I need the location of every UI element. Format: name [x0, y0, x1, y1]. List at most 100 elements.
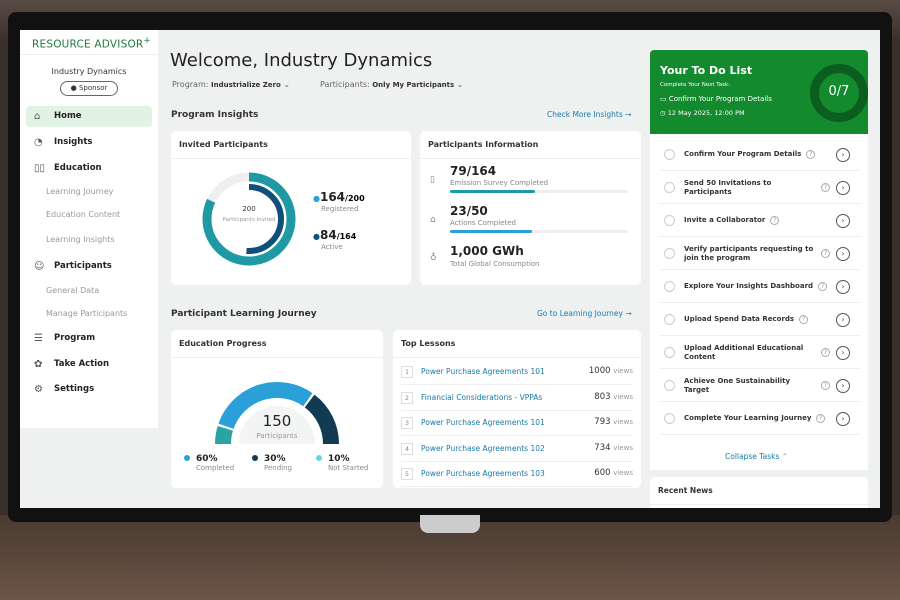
- task-label: Verify participants requesting to join t…: [684, 244, 814, 262]
- chevron-right-circle-icon[interactable]: ›: [836, 214, 850, 228]
- task-checkbox[interactable]: [664, 215, 675, 226]
- help-icon[interactable]: ?: [821, 183, 830, 192]
- monitor-stand: [420, 515, 480, 533]
- task-checkbox[interactable]: [664, 149, 675, 160]
- role-label: Sponsor: [78, 84, 108, 92]
- lesson-row[interactable]: 2 Financial Considerations - VPPAs 803 vie…: [401, 386, 633, 411]
- todo-task[interactable]: Send 50 Invitations to Participants? ›: [660, 171, 860, 204]
- chevron-right-circle-icon[interactable]: ›: [836, 280, 850, 294]
- lesson-row[interactable]: 5 Power Purchase Agreements 103 600 views: [401, 462, 633, 487]
- lesson-title-link[interactable]: Power Purchase Agreements 101: [421, 418, 545, 427]
- help-icon[interactable]: ?: [770, 216, 780, 225]
- task-checkbox[interactable]: [664, 281, 675, 292]
- help-icon[interactable]: ?: [821, 381, 830, 390]
- chevron-right-circle-icon[interactable]: ›: [836, 412, 850, 426]
- sidebar-item-settings[interactable]: ⚙ Settings: [26, 379, 152, 400]
- chevron-right-circle-icon[interactable]: ›: [836, 148, 850, 162]
- views-unit: views: [613, 392, 633, 401]
- participants-value: Only My Participants: [372, 81, 455, 89]
- go-to-learning-journey-link[interactable]: Go to Learning Journey →: [537, 309, 632, 318]
- donut-center-value: 200: [242, 205, 256, 213]
- chevron-right-circle-icon[interactable]: ›: [836, 313, 850, 327]
- registered-stat: ●164/200 Registered: [313, 186, 365, 213]
- views-unit: views: [613, 469, 633, 477]
- logo-plus: +: [143, 36, 151, 46]
- role-badge: ● Sponsor: [60, 81, 118, 96]
- invited-participants-card: Invited Participants 200 Participants In…: [171, 131, 411, 285]
- active-value: 84: [319, 228, 337, 242]
- sidebar-item-participants[interactable]: ☺ Participants: [26, 256, 152, 277]
- task-label-row: Upload Additional Educational Content?: [684, 336, 830, 369]
- sidebar-item-learning-journey[interactable]: Learning Journey: [46, 187, 114, 196]
- chevron-right-circle-icon[interactable]: ›: [836, 379, 850, 393]
- arrow-right-icon: →: [625, 110, 632, 119]
- registered-total: /200: [345, 194, 365, 203]
- participants-label: Participants:: [320, 80, 370, 89]
- registered-dot: ●: [313, 194, 320, 203]
- todo-task[interactable]: Explore Your Insights Dashboard? ›: [660, 270, 860, 303]
- lesson-title-link[interactable]: Financial Considerations - VPPAs: [421, 392, 543, 402]
- org-name: Industry Dynamics: [51, 67, 127, 76]
- lesson-row[interactable]: 4 Power Purchase Agreements 102 734 views: [401, 437, 633, 462]
- participants-filter[interactable]: Participants: Only My Participants ⌄: [320, 80, 463, 89]
- next-task[interactable]: ▭ Confirm Your Program Details: [660, 95, 772, 103]
- logo[interactable]: RESOURCE ADVISOR+: [32, 36, 151, 51]
- collapse-tasks-button[interactable]: Collapse Tasks ⌃: [725, 452, 788, 461]
- lesson-title-link[interactable]: Power Purchase Agreements 101: [421, 367, 545, 376]
- sidebar-item-manage-participants[interactable]: Manage Participants: [46, 309, 128, 318]
- todo-task[interactable]: Upload Additional Educational Content? ›: [660, 336, 860, 369]
- chevron-right-circle-icon[interactable]: ›: [836, 181, 850, 195]
- views-count: 734: [594, 442, 611, 453]
- invited-donut: [202, 172, 296, 266]
- lesson-views: 803 views: [594, 392, 633, 402]
- task-checkbox[interactable]: [664, 314, 675, 325]
- lesson-row[interactable]: 1 Power Purchase Agreements 101 1000 views: [401, 360, 633, 385]
- lesson-views: 734 views: [594, 443, 633, 453]
- lesson-row[interactable]: 3 Power Purchase Agreements 101 793 views: [401, 411, 633, 436]
- lesson-title-link[interactable]: Power Purchase Agreements 102: [421, 443, 545, 453]
- screen: RESOURCE ADVISOR+ Industry Dynamics ● Sp…: [20, 30, 880, 508]
- task-checkbox[interactable]: [664, 380, 675, 391]
- task-checkbox[interactable]: [664, 182, 675, 193]
- sidebar-item-learning-insights[interactable]: Learning Insights: [46, 235, 115, 244]
- education-progress-card: Education Progress 150 Participants: [171, 330, 383, 488]
- link-text: Go to Learning Journey: [537, 309, 623, 318]
- sidebar-item-education[interactable]: ▯▯ Education: [26, 158, 152, 179]
- sidebar-item-take-action[interactable]: ✿ Take Action: [26, 354, 152, 375]
- info-label: Emission Survey Completed: [450, 179, 549, 187]
- chevron-up-icon: ⌃: [781, 452, 789, 461]
- task-checkbox[interactable]: [664, 248, 675, 259]
- todo-task[interactable]: Complete Your Learning Journey? ›: [660, 402, 860, 435]
- legend-pct: 10%: [328, 454, 350, 464]
- task-label-row: Send 50 Invitations to Participants?: [684, 171, 830, 204]
- chevron-right-circle-icon[interactable]: ›: [836, 346, 850, 360]
- lesson-title-link[interactable]: Power Purchase Agreements 103: [421, 469, 545, 478]
- sidebar-item-program[interactable]: ☰ Program: [26, 328, 152, 349]
- help-icon[interactable]: ?: [816, 414, 826, 423]
- chevron-right-circle-icon[interactable]: ›: [836, 247, 850, 261]
- todo-task[interactable]: Confirm Your Program Details? ›: [660, 138, 860, 171]
- program-filter[interactable]: Program: Industrialize Zero ⌄: [172, 80, 290, 89]
- todo-task[interactable]: Achieve One Sustainability Target? ›: [660, 369, 860, 402]
- check-more-insights-link[interactable]: Check More Insights →: [547, 110, 631, 119]
- sidebar-item-home[interactable]: ⌂ Home: [26, 106, 152, 127]
- task-checkbox[interactable]: [664, 413, 675, 424]
- nav-label: Insights: [54, 137, 93, 147]
- sidebar-item-insights[interactable]: ◔ Insights: [26, 132, 152, 153]
- todo-task[interactable]: Verify participants requesting to join t…: [660, 237, 860, 270]
- lesson-rank: 2: [401, 391, 413, 404]
- task-label-row: Achieve One Sustainability Target?: [684, 369, 830, 402]
- help-icon[interactable]: ?: [818, 282, 828, 291]
- help-icon[interactable]: ?: [799, 315, 809, 324]
- todo-task[interactable]: Upload Spend Data Records? ›: [660, 303, 860, 336]
- program-value: Industrialize Zero: [211, 81, 281, 89]
- task-label: Explore Your Insights Dashboard: [684, 282, 814, 290]
- task-checkbox[interactable]: [664, 347, 675, 358]
- todo-task[interactable]: Invite a Collaborator? ›: [660, 204, 860, 237]
- sidebar-item-general-data[interactable]: General Data: [46, 286, 100, 295]
- legend-label: Not Started: [328, 464, 369, 472]
- help-icon[interactable]: ?: [806, 150, 816, 159]
- help-icon[interactable]: ?: [821, 348, 830, 357]
- sidebar-item-education-content[interactable]: Education Content: [46, 210, 121, 219]
- help-icon[interactable]: ?: [821, 249, 830, 258]
